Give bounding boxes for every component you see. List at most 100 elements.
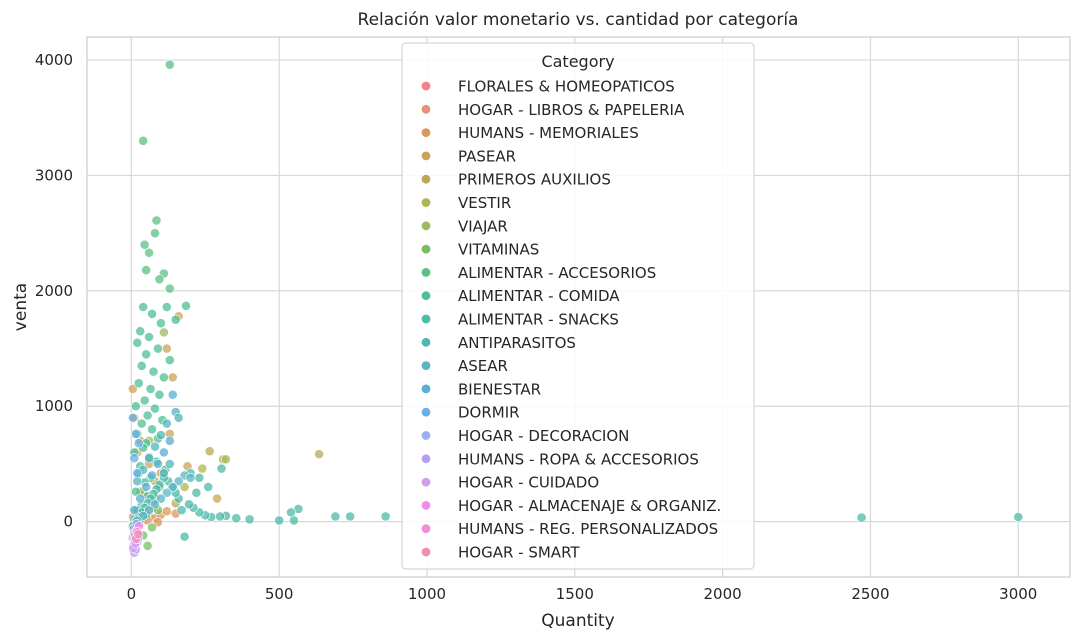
legend-label: HUMANS - REG. PERSONALIZADOS (458, 520, 718, 538)
legend-item: HUMANS - ROPA & ACCESORIOS (421, 450, 699, 468)
data-point (164, 283, 175, 294)
legend-label: VESTIR (458, 194, 511, 212)
data-point (176, 505, 187, 515)
data-point (314, 449, 324, 460)
data-point (133, 378, 144, 389)
data-point (161, 302, 172, 312)
legend-item: FLORALES & HOMEOPATICOS (421, 78, 675, 96)
legend-item: ALIMENTAR - SNACKS (421, 311, 619, 329)
data-point (130, 401, 141, 412)
legend-title: Category (541, 52, 614, 71)
data-point (164, 459, 175, 469)
legend-marker (421, 81, 431, 91)
legend-item: PASEAR (421, 147, 516, 165)
data-point (144, 247, 154, 258)
data-point (144, 453, 154, 464)
legend-label: ALIMENTAR - SNACKS (458, 311, 619, 329)
data-point (145, 384, 156, 394)
data-point (167, 389, 178, 400)
legend-label: HOGAR - CUIDADO (458, 474, 599, 492)
data-point (197, 463, 208, 474)
x-tick-label: 3000 (999, 585, 1037, 603)
data-point (216, 463, 227, 474)
data-point (150, 403, 160, 414)
data-point (181, 300, 191, 311)
data-point (231, 513, 242, 524)
legend-label: VIAJAR (458, 217, 508, 235)
chart-title: Relación valor monetario vs. cantidad po… (358, 10, 799, 30)
legend-label: PRIMEROS AUXILIOS (458, 171, 611, 189)
legend-item: DORMIR (421, 404, 520, 422)
data-point (164, 59, 175, 70)
y-tick-labels: 0 1000 2000 3000 4000 (35, 51, 73, 531)
data-point (221, 454, 231, 465)
data-point (130, 486, 141, 497)
y-tick-label: 1000 (35, 397, 73, 415)
legend-marker (421, 151, 431, 161)
legend-item: VESTIR (421, 194, 511, 212)
data-point (136, 418, 147, 429)
data-point (133, 529, 144, 540)
data-point (129, 505, 140, 515)
data-point (345, 511, 356, 522)
legend-marker (421, 477, 431, 487)
data-point (142, 540, 153, 551)
data-point (289, 515, 299, 526)
data-point (144, 505, 154, 515)
series-points (131, 529, 144, 544)
legend-item: VIAJAR (421, 217, 508, 235)
data-point (330, 511, 341, 522)
data-point (153, 459, 163, 469)
x-tick-label: 2500 (851, 585, 889, 603)
legend-marker (421, 198, 431, 207)
series-points (132, 407, 184, 487)
legend-label: HOGAR - ALMACENAJE & ORGANIZ. (458, 497, 721, 515)
plot-frame (86, 36, 1071, 578)
y-tick-label: 2000 (35, 282, 73, 300)
legend-label: HUMANS - MEMORIALES (458, 124, 639, 142)
legend-item: PRIMEROS AUXILIOS (421, 171, 611, 189)
data-point (161, 418, 172, 429)
legend-marker (421, 128, 431, 138)
x-tick-label: 1000 (408, 585, 446, 603)
legend-label: HOGAR - SMART (458, 544, 580, 562)
data-point (142, 410, 153, 421)
legend-marker (421, 501, 431, 510)
data-point (141, 265, 152, 275)
data-point (161, 343, 172, 354)
x-tick-labels: 0 500 1000 1500 2000 2500 3000 (127, 585, 1038, 603)
legend-marker (421, 244, 431, 254)
data-point (158, 468, 169, 479)
x-tick-label: 1500 (556, 585, 594, 603)
data-point (191, 487, 202, 498)
points-layer (127, 59, 1024, 558)
legend-label: HOGAR - LIBROS & PAPELERIA (458, 101, 685, 119)
legend-marker (421, 174, 431, 184)
series-points (138, 59, 175, 294)
data-point (129, 453, 140, 464)
legend-label: ANTIPARASITOS (458, 334, 576, 352)
legend-marker (421, 361, 431, 370)
data-point (161, 487, 172, 498)
legend-label: VITAMINAS (458, 241, 539, 259)
data-point (244, 514, 255, 525)
data-point (150, 499, 160, 510)
legend-item: VITAMINAS (421, 241, 539, 259)
legend-label: FLORALES & HOMEOPATICOS (458, 78, 675, 96)
x-tick-label: 2000 (704, 585, 742, 603)
legend-item: ASEAR (421, 357, 508, 375)
data-point (856, 512, 867, 523)
legend-item: BIENESTAR (421, 380, 541, 398)
data-point (133, 438, 144, 449)
data-point (194, 472, 205, 483)
data-point (150, 228, 160, 239)
data-point (164, 435, 175, 446)
data-point (148, 366, 159, 377)
legend-item: HUMANS - REG. PERSONALIZADOS (421, 520, 718, 538)
data-point (1013, 512, 1024, 522)
legend-marker (421, 454, 431, 464)
data-point (173, 412, 184, 423)
legend-box (401, 42, 755, 570)
data-point (130, 429, 141, 439)
series-points (129, 300, 191, 525)
